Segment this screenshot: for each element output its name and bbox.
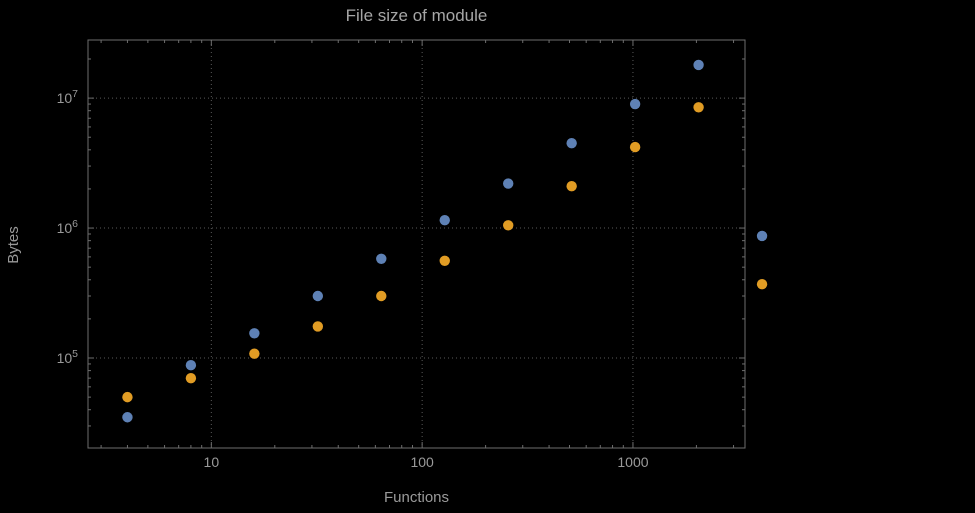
y-tick-label: 107 <box>57 88 79 106</box>
data-point-series-orange <box>439 255 450 266</box>
data-point-series-blue <box>629 98 641 110</box>
x-tick-label: 100 <box>410 454 434 470</box>
data-point-series-blue <box>693 59 704 71</box>
x-tick-label: 1000 <box>617 454 648 470</box>
tick-labels: 10 100 1000 105 106 107 <box>57 88 649 470</box>
data-point-series-orange <box>693 102 704 113</box>
data-point-series-blue <box>756 230 768 242</box>
data-point-series-orange <box>566 180 577 192</box>
data-point-series-blue <box>249 328 260 339</box>
data-point-series-orange <box>756 278 768 290</box>
axis-ticks <box>88 40 745 448</box>
data-point-series-orange <box>312 321 324 332</box>
y-tick-label: 106 <box>57 218 79 236</box>
data-points <box>122 59 768 423</box>
plot-frame <box>87 39 746 449</box>
x-axis-label: Functions <box>383 489 450 506</box>
data-point-series-orange <box>185 372 197 384</box>
data-point-series-blue <box>312 290 324 302</box>
data-point-series-blue <box>185 360 197 371</box>
data-point-series-orange <box>249 348 260 359</box>
data-point-series-orange <box>503 220 514 231</box>
data-point-series-blue <box>439 214 450 226</box>
chart-title: File size of module <box>345 6 488 25</box>
data-point-series-orange <box>122 391 133 403</box>
data-point-series-orange <box>376 290 387 302</box>
data-point-series-blue <box>376 253 387 265</box>
gridlines <box>88 40 745 448</box>
data-point-series-orange <box>629 141 641 153</box>
data-point-series-blue <box>503 178 514 189</box>
data-point-series-blue <box>566 137 577 149</box>
y-tick-label: 105 <box>57 348 79 366</box>
data-point-series-blue <box>122 412 133 423</box>
x-tick-label: 10 <box>204 454 220 470</box>
